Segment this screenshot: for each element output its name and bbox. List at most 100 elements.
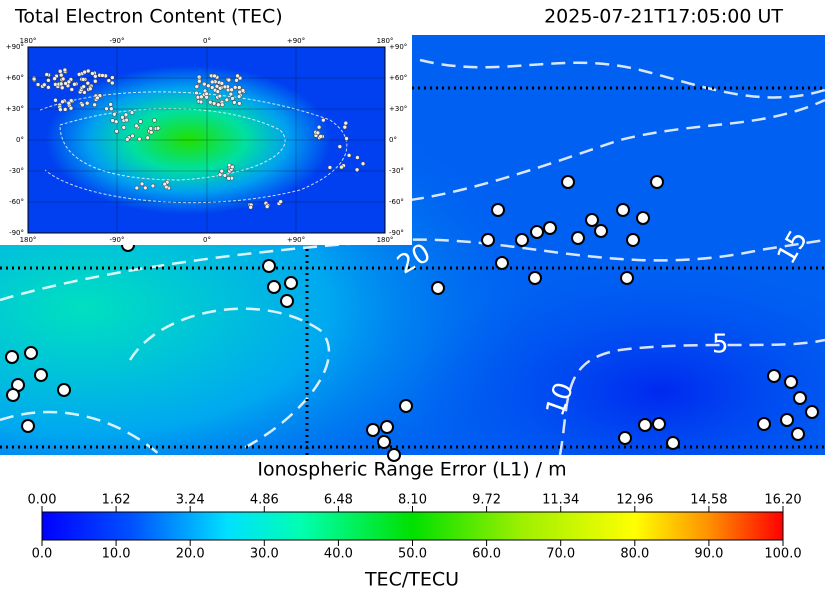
inset-station [114, 129, 119, 134]
inset-station [53, 98, 58, 103]
inset-station [113, 119, 119, 124]
inset-station [104, 106, 109, 111]
inset-station [360, 161, 366, 166]
inset-station [232, 85, 238, 90]
station [594, 224, 608, 238]
inset-x-label: 180° [377, 236, 394, 244]
station [528, 271, 542, 285]
inset-y-label: -60° [389, 198, 404, 206]
station [620, 271, 634, 285]
inset-station [69, 87, 75, 92]
inset-x-label: -90° [110, 37, 125, 45]
station [652, 417, 666, 431]
inset-station [197, 79, 202, 84]
station [636, 211, 650, 225]
inset-station [80, 77, 86, 82]
inset-station [220, 102, 225, 107]
inset-station [123, 112, 129, 118]
inset-station [237, 101, 242, 106]
timestamp: 2025-07-21T17:05:00 UT [544, 6, 783, 28]
inset-station [46, 85, 51, 90]
inset-station [120, 115, 125, 120]
station [377, 435, 391, 449]
inset-station [106, 78, 112, 83]
stations [5, 175, 819, 462]
inset-station [109, 106, 114, 112]
inset-station [68, 106, 74, 111]
inset-station [315, 130, 321, 136]
station [57, 383, 71, 397]
colorbar-bottom-tick: 70.0 [546, 547, 575, 562]
inset-station [229, 87, 234, 93]
colorbar-bottom-tick: 20.0 [176, 547, 205, 562]
inset-station [95, 95, 100, 101]
colorbar-top-tick: 11.34 [542, 493, 579, 508]
inset-station [112, 111, 117, 117]
station [767, 369, 781, 383]
inset-station [204, 91, 209, 97]
inset-station [59, 72, 64, 78]
inset-station [226, 162, 232, 168]
inset-station [209, 85, 215, 90]
inset-station [226, 77, 232, 83]
inset-station [222, 173, 228, 178]
inset-x-label: 0° [203, 236, 211, 244]
inset-station [100, 73, 105, 78]
inset-station [145, 135, 150, 140]
inset-y-label: +90° [6, 43, 24, 51]
colorbar-bottom-tick: 50.0 [398, 547, 427, 562]
station [366, 423, 380, 437]
inset-station [125, 137, 130, 142]
inset-station [60, 76, 66, 82]
inset-station [198, 99, 204, 105]
inset-station [87, 86, 93, 92]
inset-station [228, 91, 234, 97]
inset-station [321, 117, 326, 123]
inset-station [215, 89, 221, 94]
colorbar-top-tick: 4.86 [250, 493, 279, 508]
inset-y-label: +60° [6, 74, 24, 82]
inset-station [139, 181, 145, 187]
inset-station [234, 78, 239, 83]
station [793, 391, 807, 405]
inset-station [206, 83, 211, 89]
inset-station [216, 102, 221, 107]
colorbar-ticks: 0.00 1.62 3.24 4.86 6.48 8.10 9.72 11.34 12.96 14… [28, 493, 802, 562]
station [280, 294, 294, 308]
inset-station [46, 78, 51, 83]
inset-station [230, 164, 235, 170]
inset-station [236, 94, 242, 99]
inset-y-label: -30° [9, 167, 24, 175]
inset-x-label: 180° [20, 37, 37, 45]
inset-station [35, 82, 41, 87]
colorbar-top-tick: 6.48 [324, 493, 353, 508]
station [34, 368, 48, 382]
inset-x-label: +90° [287, 236, 305, 244]
station [650, 175, 664, 189]
inset-station [355, 155, 360, 160]
inset-station [150, 183, 156, 189]
inset-station [232, 100, 237, 105]
inset-station [149, 130, 154, 135]
colorbar-bottom-tick: 0.0 [32, 547, 53, 562]
inset-station [143, 185, 148, 191]
inset-x-label: 0° [203, 37, 211, 45]
inset-station [316, 124, 322, 130]
inset-station [211, 101, 217, 106]
station [284, 276, 298, 290]
inset-y-label: -60° [9, 198, 24, 206]
inset-station [237, 89, 242, 95]
inset-y-label: +30° [389, 105, 407, 113]
inset: 180°180°-90°-90°0°0°+90°+90°180°180°+90°… [0, 35, 412, 245]
inset-station [219, 81, 225, 86]
inset-station [90, 71, 95, 76]
colorbar-bottom-tick: 60.0 [472, 547, 501, 562]
inset-y-label: +90° [389, 43, 407, 51]
station [757, 417, 771, 431]
inset-station [93, 78, 98, 84]
station [380, 420, 394, 434]
inset-y-label: -90° [9, 229, 24, 237]
inset-y-label: 0° [16, 136, 24, 144]
inset-station [217, 86, 223, 91]
colorbar-bottom-tick: 10.0 [102, 547, 131, 562]
